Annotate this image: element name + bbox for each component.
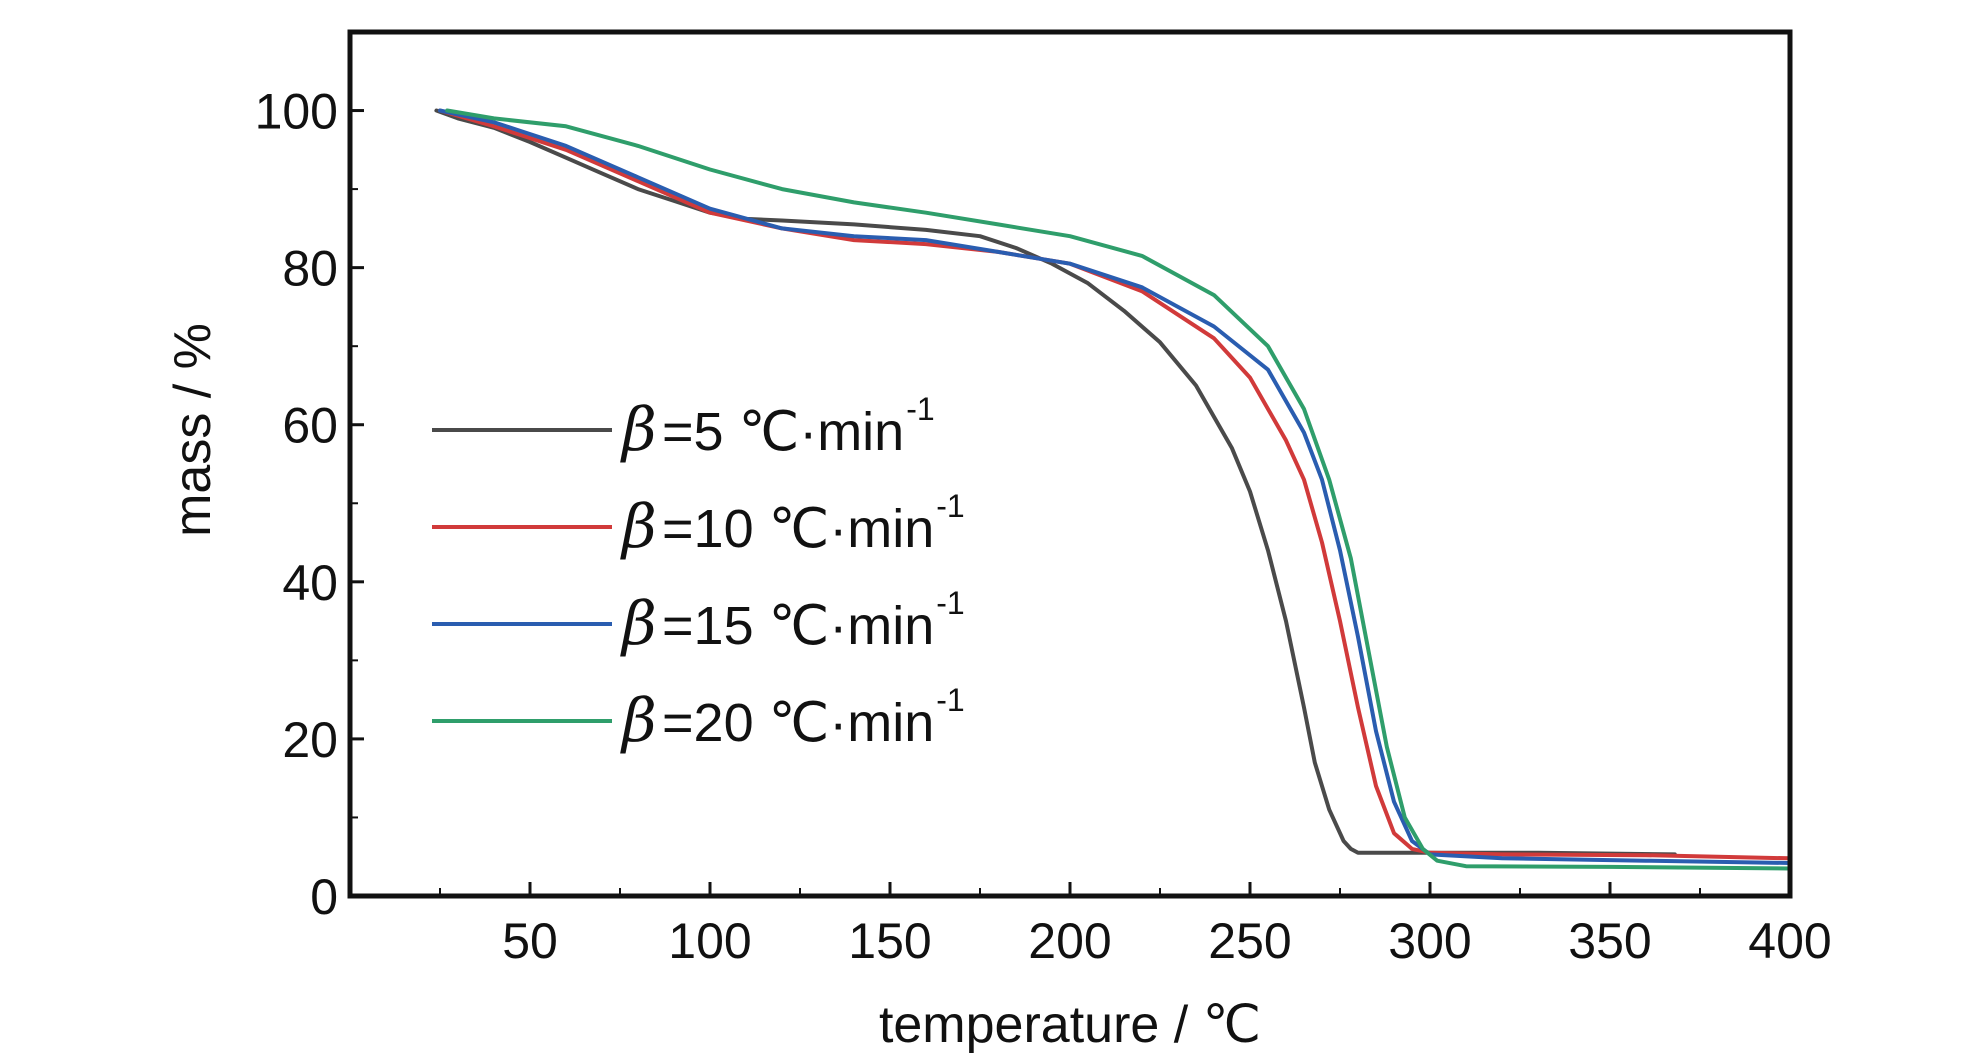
series-line-2 bbox=[438, 108, 1792, 865]
legend-label: =20 ℃·min bbox=[662, 693, 934, 753]
legend: β =5 ℃·min -1β =10 ℃·min -1β =15 ℃·min -1β =20 … bbox=[432, 391, 965, 756]
series-layer bbox=[434, 108, 1792, 871]
x-tick-label: 50 bbox=[502, 913, 558, 969]
legend-symbol: β bbox=[620, 395, 657, 465]
series-line-0 bbox=[434, 108, 1677, 857]
x-tick-label: 250 bbox=[1208, 913, 1291, 969]
x-tick-label: 200 bbox=[1028, 913, 1111, 969]
legend-label: =5 ℃·min bbox=[662, 402, 904, 462]
legend-exponent: -1 bbox=[936, 488, 964, 524]
y-tick-label: 0 bbox=[310, 869, 338, 925]
x-tick-label: 350 bbox=[1568, 913, 1651, 969]
legend-exponent: -1 bbox=[936, 682, 964, 718]
x-tick-label: 400 bbox=[1748, 913, 1831, 969]
x-tick-label: 300 bbox=[1388, 913, 1471, 969]
y-tick-label: 40 bbox=[282, 555, 338, 611]
y-axis-title: mass / % bbox=[164, 323, 222, 537]
y-tick-label: 60 bbox=[282, 398, 338, 454]
legend-label: =10 ℃·min bbox=[662, 499, 934, 559]
legend-symbol: β bbox=[620, 589, 657, 659]
plot-frame bbox=[347, 29, 1793, 899]
x-axis-title: temperature / ℃ bbox=[879, 996, 1261, 1054]
legend-label: =15 ℃·min bbox=[662, 596, 934, 656]
legend-symbol: β bbox=[620, 686, 657, 756]
x-tick-label: 100 bbox=[668, 913, 751, 969]
legend-exponent: -1 bbox=[906, 391, 934, 427]
y-tick-label: 20 bbox=[282, 712, 338, 768]
ticks-layer: 50 100 150 200 250 300 350 400 0 20 40 60 80 100 bbox=[255, 84, 1832, 969]
series-line-1 bbox=[438, 108, 1792, 861]
y-tick-label: 80 bbox=[282, 241, 338, 297]
x-tick-label: 150 bbox=[848, 913, 931, 969]
series-line-3 bbox=[445, 108, 1792, 871]
legend-symbol: β bbox=[620, 492, 657, 562]
legend-exponent: -1 bbox=[936, 585, 964, 621]
y-tick-label: 100 bbox=[255, 84, 338, 140]
